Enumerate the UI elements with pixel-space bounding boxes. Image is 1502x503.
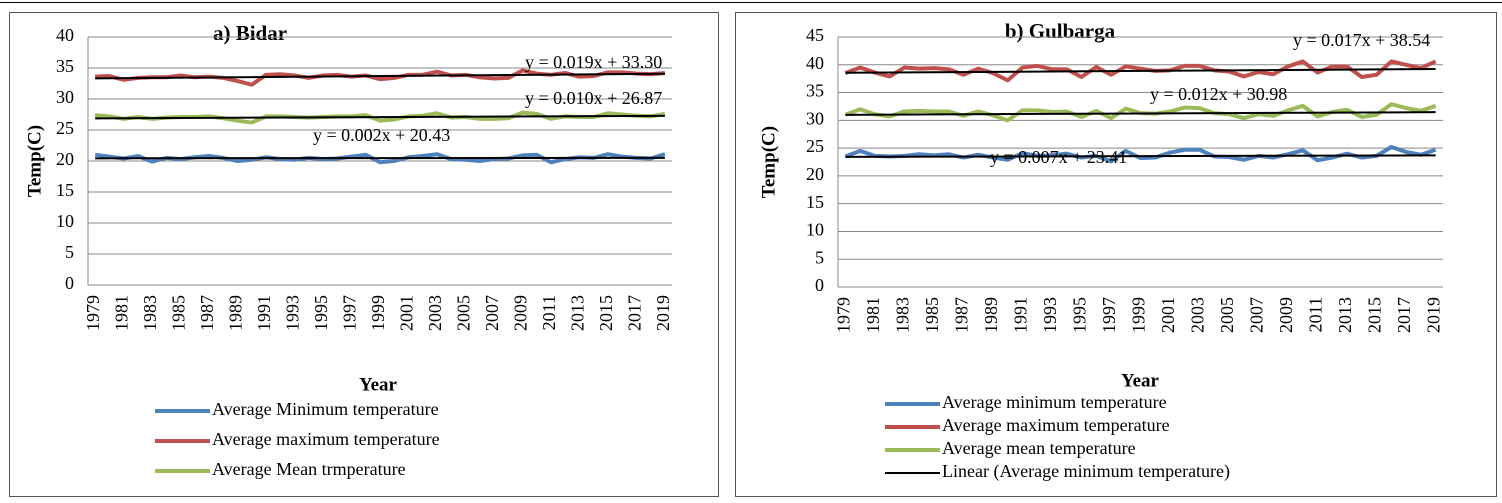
x-tick-label: 2005: [454, 295, 474, 331]
y-tick-label: 15: [806, 192, 824, 212]
x-tick-label: 2011: [539, 295, 559, 330]
trend-equation: y = 0.012x + 30.98: [1150, 84, 1287, 104]
trend-line: [95, 72, 665, 80]
y-tick-label: 30: [806, 108, 824, 128]
x-tick-label: 1985: [169, 295, 189, 331]
x-tick-label: 2017: [625, 295, 645, 331]
x-tick-label: 1979: [834, 297, 854, 333]
panel-frame: [9, 12, 719, 497]
data-line: [844, 145, 1437, 164]
trend-equation: y = 0.010x + 26.87: [525, 88, 662, 108]
x-tick-label: 2001: [1158, 297, 1178, 333]
x-tick-label: 1987: [197, 295, 217, 331]
x-tick-label: 2019: [1424, 297, 1444, 333]
x-tick-label: 1981: [863, 297, 883, 333]
x-tick-label: 1983: [893, 297, 913, 333]
x-tick-label: 1981: [112, 295, 132, 331]
y-tick-label: 5: [65, 242, 74, 262]
data-line: [844, 59, 1437, 83]
chart-title: b) Gulbarga: [1005, 19, 1116, 43]
x-tick-label: 2003: [425, 295, 445, 331]
y-tick-label: 20: [56, 149, 74, 169]
y-tick-label: 35: [806, 81, 824, 101]
x-tick-label: 1997: [340, 295, 360, 331]
y-tick-label: 40: [806, 53, 824, 73]
panel-frame: [735, 12, 1497, 497]
x-tick-label: 1979: [83, 295, 103, 331]
legend-label: Average Mean trmperature: [212, 459, 406, 479]
y-tick-label: 10: [806, 220, 824, 240]
y-axis-title: Temp(C): [758, 126, 779, 198]
x-axis-title: Year: [1121, 370, 1160, 391]
x-tick-label: 1985: [922, 297, 942, 333]
y-axis-title: Temp(C): [24, 125, 45, 197]
x-tick-label: 2007: [482, 295, 502, 331]
x-tick-label: 1995: [1070, 297, 1090, 333]
x-tick-label: 1989: [226, 295, 246, 331]
x-tick-label: 1983: [140, 295, 160, 331]
y-tick-label: 25: [56, 118, 74, 138]
x-tick-label: 1995: [311, 295, 331, 331]
x-tick-label: 2003: [1188, 297, 1208, 333]
y-tick-label: 0: [65, 273, 74, 293]
x-tick-label: 1997: [1099, 297, 1119, 333]
y-tick-label: 20: [806, 164, 824, 184]
legend-label: Average maximum temperature: [212, 429, 440, 449]
legend-label: Average Minimum temperature: [212, 399, 439, 419]
x-tick-label: 2015: [1365, 297, 1385, 333]
x-tick-label: 2019: [653, 295, 673, 331]
y-tick-label: 35: [56, 56, 74, 76]
trend-line: [845, 154, 1436, 158]
y-tick-label: 5: [815, 247, 824, 267]
x-tick-label: 2007: [1247, 297, 1267, 333]
x-axis-title: Year: [359, 374, 398, 395]
x-tick-label: 1999: [368, 295, 388, 331]
x-tick-label: 2005: [1217, 297, 1237, 333]
x-tick-label: 1989: [981, 297, 1001, 333]
legend-label: Average mean temperature: [942, 438, 1136, 458]
trend-equation: y = 0.017x + 38.54: [1293, 30, 1430, 50]
trend-line: [845, 111, 1436, 116]
x-tick-label: 1993: [283, 295, 303, 331]
x-tick-label: 2011: [1306, 297, 1326, 332]
y-tick-label: 10: [56, 211, 74, 231]
x-tick-label: 2013: [568, 295, 588, 331]
x-tick-label: 2013: [1335, 297, 1355, 333]
y-tick-label: 30: [56, 87, 74, 107]
x-tick-label: 2015: [596, 295, 616, 331]
x-tick-label: 2001: [397, 295, 417, 331]
x-tick-label: 1991: [1011, 297, 1031, 333]
trend-line: [95, 114, 665, 120]
trend-line: [845, 68, 1436, 74]
x-tick-label: 2017: [1394, 297, 1414, 333]
y-tick-label: 0: [815, 275, 824, 295]
trend-equation: y = 0.002x + 20.43: [313, 125, 450, 145]
x-tick-label: 2009: [1276, 297, 1296, 333]
trend-equation: y = 0.019x + 33.30: [525, 52, 662, 72]
legend-label: Average maximum temperature: [942, 415, 1170, 435]
x-tick-label: 1999: [1129, 297, 1149, 333]
legend-label: Average minimum temperature: [942, 392, 1167, 412]
x-tick-label: 1991: [254, 295, 274, 331]
chart-title: a) Bidar: [213, 21, 287, 45]
y-tick-label: 15: [56, 180, 74, 200]
trend-equation: y = 0.007x + 23.41: [990, 147, 1127, 167]
legend-label: Linear (Average minimum temperature): [942, 461, 1230, 482]
y-tick-label: 25: [806, 136, 824, 156]
y-tick-label: 40: [56, 25, 74, 45]
x-tick-label: 2009: [511, 295, 531, 331]
x-tick-label: 1987: [952, 297, 972, 333]
y-tick-label: 45: [806, 25, 824, 45]
x-tick-label: 1993: [1040, 297, 1060, 333]
